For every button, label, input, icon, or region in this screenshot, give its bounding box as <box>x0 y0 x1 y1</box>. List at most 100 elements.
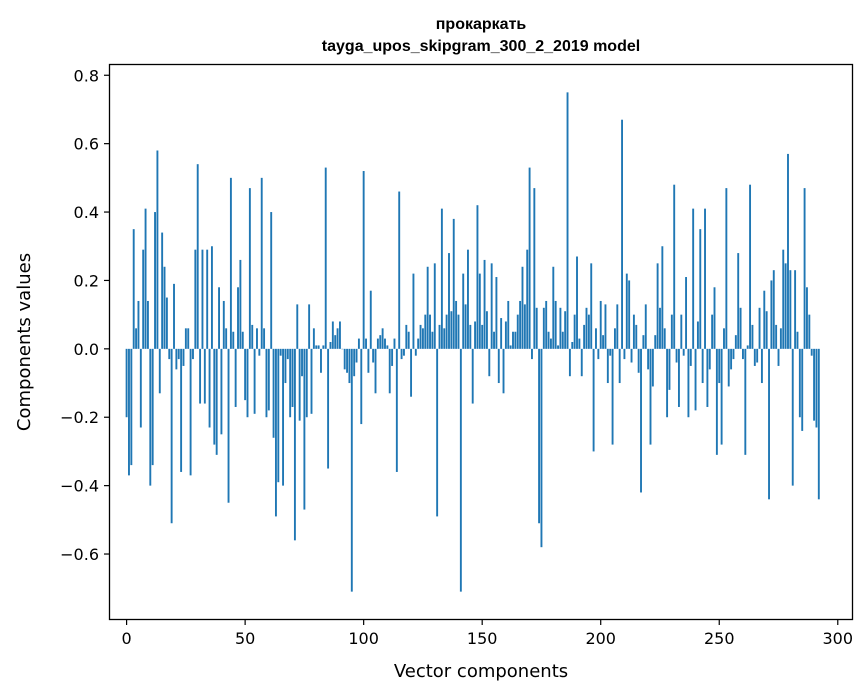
bar-269 <box>763 290 766 349</box>
bar-25 <box>184 328 187 349</box>
bar-6 <box>139 348 142 428</box>
bar-180 <box>552 266 555 349</box>
y-axis-ticks: −0.6 −0.4 −0.2 0.0 0.2 0.4 0.6 0.8 <box>60 66 110 564</box>
bar-87 <box>331 321 334 349</box>
bar-200 <box>599 300 602 349</box>
bar-157 <box>497 348 500 384</box>
bar-123 <box>417 338 420 349</box>
bar-161 <box>507 300 510 349</box>
bar-117 <box>403 348 405 356</box>
bar-148 <box>476 205 479 349</box>
bar-48 <box>239 259 242 349</box>
bar-82 <box>320 348 322 373</box>
bar-1 <box>128 348 130 476</box>
bar-182 <box>557 345 559 349</box>
bar-102 <box>367 348 370 373</box>
bar-18 <box>168 348 171 360</box>
bar-199 <box>597 348 600 360</box>
bar-230 <box>670 314 673 349</box>
bar-14 <box>158 348 161 394</box>
bar-260 <box>742 348 744 360</box>
bar-11 <box>151 348 154 466</box>
bar-61 <box>270 212 273 349</box>
bar-215 <box>635 324 638 349</box>
bar-38 <box>215 348 218 455</box>
bar-165 <box>516 314 519 349</box>
bar-143 <box>464 304 467 349</box>
bar-16 <box>163 266 166 349</box>
bar-55 <box>256 328 258 349</box>
bar-275 <box>777 348 780 366</box>
bar-115 <box>398 191 401 349</box>
bar-10 <box>149 348 152 486</box>
x-tick-label: 150 <box>467 629 498 648</box>
bar-51 <box>246 348 249 418</box>
bar-89 <box>336 328 339 349</box>
bar-122 <box>414 348 417 356</box>
bar-106 <box>376 338 379 349</box>
bar-291 <box>815 348 818 428</box>
bar-85 <box>327 348 330 469</box>
bar-194 <box>585 307 588 349</box>
bar-92 <box>343 348 346 370</box>
bar-22 <box>177 348 180 360</box>
y-tick-label: 0.0 <box>74 340 99 359</box>
bar-74 <box>301 348 303 377</box>
bar-289 <box>810 348 813 356</box>
bar-224 <box>656 263 659 349</box>
bar-208 <box>618 348 621 384</box>
bar-146 <box>471 348 474 404</box>
y-axis-label: Components values <box>14 253 35 431</box>
bar-229 <box>668 348 671 390</box>
bar-154 <box>490 263 493 349</box>
bar-192 <box>580 348 583 377</box>
bar-119 <box>407 331 410 349</box>
bar-190 <box>576 256 578 349</box>
plot-frame <box>108 63 854 621</box>
bar-158 <box>500 318 503 349</box>
bar-145 <box>469 324 472 349</box>
bar-240 <box>694 348 697 411</box>
bar-162 <box>509 345 512 349</box>
bar-73 <box>298 348 301 421</box>
bar-160 <box>504 321 507 349</box>
bar-193 <box>583 324 586 349</box>
bar-135 <box>445 314 448 349</box>
bar-227 <box>663 328 666 349</box>
bar-134 <box>443 328 446 349</box>
bar-213 <box>630 348 633 363</box>
bar-249 <box>715 348 718 455</box>
bar-207 <box>616 304 619 349</box>
bar-50 <box>244 348 247 401</box>
bar-83 <box>322 345 325 349</box>
bar-30 <box>196 164 199 349</box>
bar-20 <box>173 283 175 349</box>
bar-112 <box>391 348 394 366</box>
x-axis-label: Vector components <box>394 661 568 682</box>
bar-245 <box>706 348 709 407</box>
bar-270 <box>765 311 768 349</box>
bar-155 <box>493 331 495 349</box>
bar-234 <box>680 314 683 349</box>
bars-group <box>125 92 820 592</box>
bar-170 <box>528 167 531 349</box>
bar-86 <box>329 342 332 349</box>
bar-283 <box>796 331 799 349</box>
bar-126 <box>424 314 427 349</box>
bar-78 <box>310 348 313 414</box>
bar-139 <box>455 300 458 349</box>
bar-141 <box>459 348 462 592</box>
bar-287 <box>806 287 808 349</box>
bar-52 <box>248 188 251 349</box>
bar-238 <box>689 348 692 366</box>
bar-256 <box>732 348 735 360</box>
bar-100 <box>362 171 365 349</box>
bar-176 <box>542 307 545 349</box>
bar-28 <box>192 348 194 360</box>
bar-109 <box>384 338 386 349</box>
bar-96 <box>353 348 356 377</box>
bar-225 <box>659 307 661 349</box>
bar-276 <box>779 328 782 349</box>
bar-26 <box>187 328 190 349</box>
